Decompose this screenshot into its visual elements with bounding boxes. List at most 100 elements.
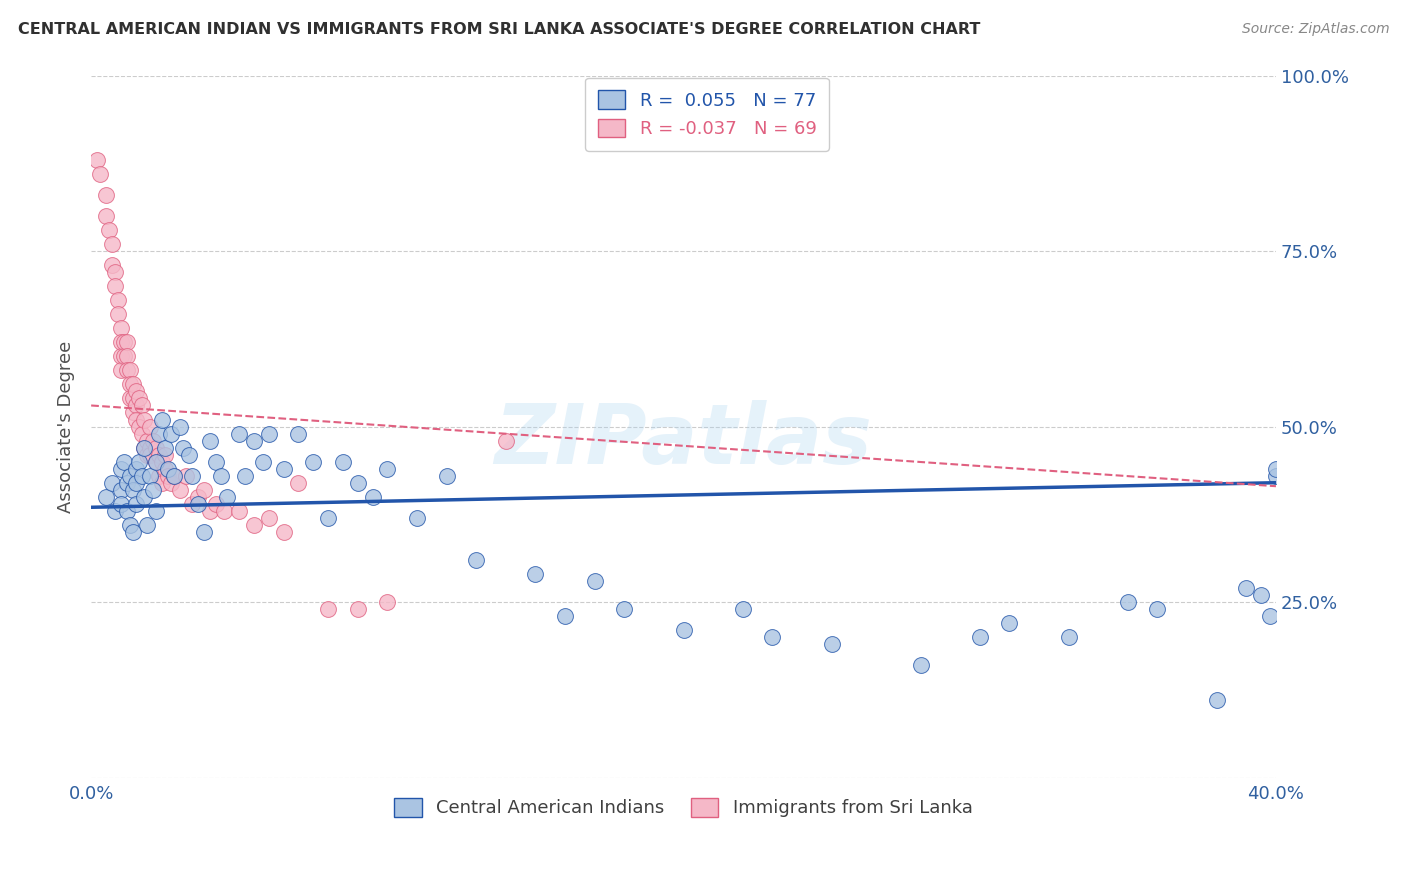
Point <box>204 497 226 511</box>
Point <box>124 412 146 426</box>
Point <box>110 461 132 475</box>
Point <box>187 497 209 511</box>
Point <box>118 377 141 392</box>
Point <box>1057 630 1080 644</box>
Point <box>142 483 165 497</box>
Point <box>157 468 180 483</box>
Point <box>193 524 215 539</box>
Point <box>302 455 325 469</box>
Point <box>998 616 1021 631</box>
Point <box>118 468 141 483</box>
Point <box>821 637 844 651</box>
Point <box>273 461 295 475</box>
Point <box>554 609 576 624</box>
Point <box>672 623 695 637</box>
Point <box>86 153 108 167</box>
Point <box>1258 609 1281 624</box>
Point <box>121 524 143 539</box>
Point <box>174 468 197 483</box>
Point <box>243 434 266 448</box>
Point <box>287 475 309 490</box>
Point <box>177 448 200 462</box>
Point <box>273 524 295 539</box>
Point <box>104 265 127 279</box>
Point <box>124 384 146 399</box>
Point <box>910 658 932 673</box>
Point <box>115 475 138 490</box>
Point <box>121 377 143 392</box>
Point <box>377 461 399 475</box>
Point <box>346 475 368 490</box>
Text: ZIPatlas: ZIPatlas <box>495 401 873 481</box>
Point <box>145 455 167 469</box>
Point <box>134 412 156 426</box>
Point <box>94 490 117 504</box>
Point <box>110 349 132 363</box>
Point <box>104 504 127 518</box>
Point <box>94 187 117 202</box>
Point <box>1265 468 1288 483</box>
Point <box>115 504 138 518</box>
Point <box>136 448 159 462</box>
Point <box>233 468 256 483</box>
Point <box>361 490 384 504</box>
Point <box>148 448 170 462</box>
Point <box>139 419 162 434</box>
Point <box>157 461 180 475</box>
Point <box>217 490 239 504</box>
Point <box>204 455 226 469</box>
Point <box>145 441 167 455</box>
Text: Source: ZipAtlas.com: Source: ZipAtlas.com <box>1241 22 1389 37</box>
Point <box>112 335 135 350</box>
Point <box>104 279 127 293</box>
Point <box>128 455 150 469</box>
Point <box>169 419 191 434</box>
Point <box>110 363 132 377</box>
Point <box>136 434 159 448</box>
Point <box>252 455 274 469</box>
Point <box>118 392 141 406</box>
Point <box>731 602 754 616</box>
Point <box>198 504 221 518</box>
Point <box>94 209 117 223</box>
Point <box>139 448 162 462</box>
Point <box>163 468 186 483</box>
Point <box>121 483 143 497</box>
Point <box>465 553 488 567</box>
Point <box>118 363 141 377</box>
Point <box>160 426 183 441</box>
Legend: Central American Indians, Immigrants from Sri Lanka: Central American Indians, Immigrants fro… <box>387 791 980 825</box>
Point <box>583 574 606 588</box>
Point <box>1265 461 1288 475</box>
Point <box>115 335 138 350</box>
Point <box>136 517 159 532</box>
Point <box>131 426 153 441</box>
Point <box>613 602 636 616</box>
Point <box>150 455 173 469</box>
Point <box>128 392 150 406</box>
Point <box>160 475 183 490</box>
Point <box>115 363 138 377</box>
Point <box>332 455 354 469</box>
Point <box>228 426 250 441</box>
Point <box>107 307 129 321</box>
Point <box>172 441 194 455</box>
Point <box>198 434 221 448</box>
Point <box>193 483 215 497</box>
Point <box>124 475 146 490</box>
Point <box>124 497 146 511</box>
Point <box>145 504 167 518</box>
Point <box>118 517 141 532</box>
Point <box>214 504 236 518</box>
Point <box>1234 581 1257 595</box>
Point <box>1205 693 1227 707</box>
Point <box>228 504 250 518</box>
Point <box>110 483 132 497</box>
Point <box>316 602 339 616</box>
Text: CENTRAL AMERICAN INDIAN VS IMMIGRANTS FROM SRI LANKA ASSOCIATE'S DEGREE CORRELAT: CENTRAL AMERICAN INDIAN VS IMMIGRANTS FR… <box>18 22 980 37</box>
Point <box>377 595 399 609</box>
Point <box>1250 588 1272 602</box>
Point <box>134 490 156 504</box>
Point <box>101 258 124 272</box>
Point <box>495 434 517 448</box>
